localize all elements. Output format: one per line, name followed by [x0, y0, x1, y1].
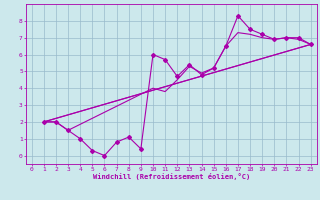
X-axis label: Windchill (Refroidissement éolien,°C): Windchill (Refroidissement éolien,°C)	[92, 173, 250, 180]
